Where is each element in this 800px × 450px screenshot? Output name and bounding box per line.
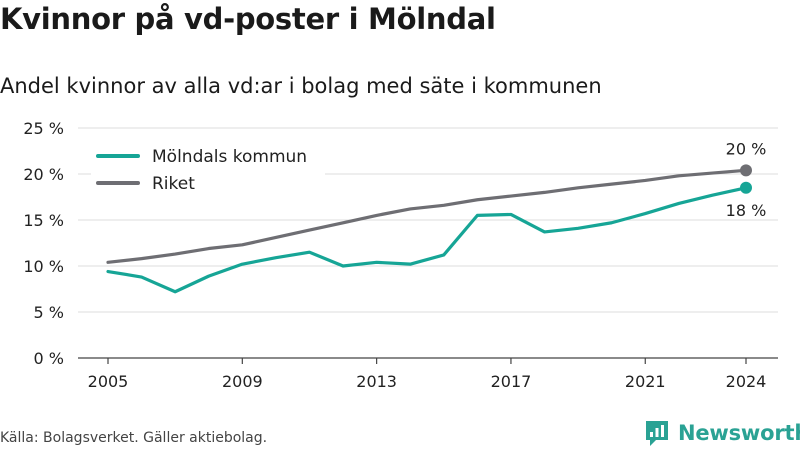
legend: Mölndals kommun Riket (91, 146, 325, 195)
series-line (106, 186, 748, 294)
y-tick-label: 25 % (23, 119, 64, 138)
newsworthy-logo: Newsworthy (644, 418, 800, 448)
series-lines (106, 164, 752, 294)
chart-title: Kvinnor på vd-poster i Mölndal (0, 2, 496, 36)
legend-label: Mölndals kommun (152, 147, 307, 167)
legend-bg (91, 173, 325, 195)
legend-label: Riket (152, 174, 195, 194)
series-line (106, 168, 748, 264)
x-tick-label: 2024 (726, 372, 767, 391)
series-end-point (740, 181, 752, 194)
series-end-point (740, 164, 752, 177)
legend-bg (91, 146, 325, 168)
x-tick-label: 2017 (491, 372, 532, 391)
end-labels: 18 % 20 % (726, 139, 767, 219)
x-tick-label: 2005 (88, 372, 129, 391)
y-tick-label: 10 % (23, 257, 64, 276)
newsworthy-logo-icon (646, 421, 668, 446)
series-end-label: 20 % (726, 139, 767, 158)
chart-subtitle: Andel kvinnor av alla vd:ar i bolag med … (0, 74, 602, 98)
y-tick-label: 0 % (34, 349, 64, 368)
logo-text: Newsworthy (678, 421, 800, 445)
axes: 0 % 5 % 10 % 15 % 20 % 25 % 2005 2009 2013 2017 20… (23, 119, 778, 391)
y-tick-label: 15 % (23, 211, 64, 230)
x-tick-label: 2013 (356, 372, 397, 391)
x-tick-label: 2009 (222, 372, 263, 391)
x-tick-label: 2021 (625, 372, 666, 391)
source-note: Källa: Bolagsverket. Gäller aktiebolag. (0, 430, 268, 446)
y-tick-label: 20 % (23, 165, 64, 184)
y-tick-label: 5 % (34, 303, 64, 322)
series-end-label: 18 % (726, 201, 767, 220)
